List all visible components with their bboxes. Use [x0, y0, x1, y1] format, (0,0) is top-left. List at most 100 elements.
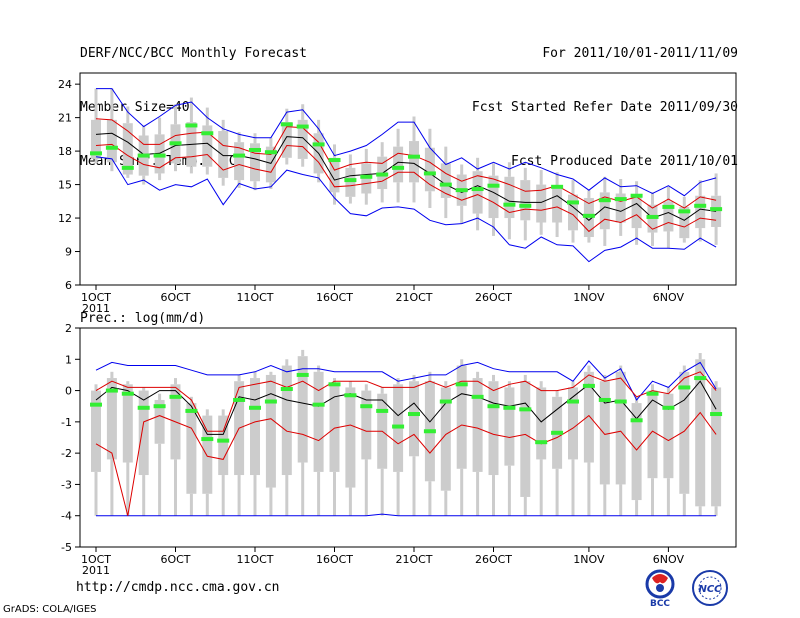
precip-axis-label: Prec.: log(mm/d)	[80, 311, 205, 326]
observed-marker	[153, 404, 166, 409]
observed-marker	[360, 174, 373, 179]
box-iqr	[202, 415, 213, 494]
box-iqr	[122, 123, 133, 175]
x-tick-label: 1NOV	[573, 291, 605, 304]
observed-marker	[630, 418, 643, 423]
observed-marker	[344, 178, 357, 183]
upper-spread-line	[95, 371, 717, 432]
ncc-logo: NCC	[692, 570, 728, 606]
observed-marker	[582, 213, 595, 218]
observed-marker	[328, 382, 341, 387]
x-tick-label: 21OCT	[395, 291, 432, 304]
observed-marker	[376, 408, 389, 413]
box-iqr	[488, 381, 499, 476]
observed-marker	[90, 151, 102, 156]
box-iqr	[504, 387, 515, 466]
box-iqr	[122, 384, 133, 463]
box-iqr	[154, 399, 165, 444]
box-iqr	[265, 146, 276, 183]
x-tick-label: 1OCT	[81, 291, 111, 304]
grads-credit: GrADS: COLA/IGES	[3, 604, 97, 615]
observed-marker	[264, 399, 277, 404]
observed-marker	[710, 207, 723, 212]
observed-marker	[551, 430, 564, 435]
observed-marker	[519, 407, 532, 412]
observed-marker	[249, 405, 261, 410]
observed-marker	[598, 397, 611, 402]
x-tick-label: 16OCT	[316, 553, 353, 566]
box-iqr	[250, 143, 260, 182]
y-tick-label: 1	[65, 353, 72, 366]
observed-marker	[280, 122, 293, 127]
observed-marker	[439, 399, 452, 404]
y-tick-label: -4	[61, 510, 72, 523]
observed-marker	[153, 153, 166, 158]
box-iqr	[297, 119, 308, 159]
box-iqr	[615, 371, 626, 485]
y-tick-label: 15	[58, 179, 72, 192]
box-iqr	[409, 381, 419, 457]
box-iqr	[456, 365, 467, 469]
observed-marker	[312, 142, 325, 147]
box-iqr	[106, 378, 117, 460]
box-iqr	[663, 393, 674, 479]
footer-url: http://cmdp.ncc.cma.gov.cn	[76, 580, 280, 595]
ncc-logo-text: NCC	[698, 584, 722, 595]
x-tick-label: 6NOV	[653, 553, 685, 566]
box-iqr	[361, 390, 372, 460]
observed-marker	[233, 153, 246, 158]
observed-marker	[137, 153, 150, 158]
ensemble-mean-line	[95, 380, 717, 435]
y-tick-label: 6	[65, 279, 72, 292]
box-iqr	[663, 201, 674, 232]
bcc-logo: BCC	[645, 569, 675, 608]
observed-marker	[678, 209, 691, 214]
observed-marker	[646, 214, 659, 219]
observed-marker	[408, 154, 420, 159]
observed-marker	[694, 376, 707, 381]
observed-marker	[471, 394, 484, 399]
y-tick-label: 9	[65, 246, 72, 259]
observed-marker	[662, 204, 675, 209]
x-tick-label: 1OCT	[81, 553, 111, 566]
observed-marker	[535, 440, 548, 445]
box-iqr	[218, 131, 229, 178]
observed-marker	[567, 399, 579, 404]
observed-marker	[201, 131, 214, 136]
y-tick-label: -2	[61, 447, 72, 460]
y-tick-label: 0	[65, 385, 72, 398]
y-tick-label: 18	[58, 145, 72, 158]
box-iqr	[615, 193, 626, 223]
box-iqr	[695, 195, 706, 229]
observed-marker	[694, 203, 707, 208]
box-iqr	[631, 403, 642, 501]
header-right: For 2011/10/01-2011/11/09 Fcst Started R…	[472, 9, 738, 189]
observed-marker	[598, 198, 611, 203]
box-iqr	[520, 180, 531, 221]
box-iqr	[631, 195, 642, 229]
upper-spread-line	[95, 118, 717, 209]
box-iqr	[297, 356, 308, 463]
box-iqr	[329, 157, 340, 193]
observed-marker	[233, 397, 246, 402]
box-iqr	[281, 365, 292, 476]
observed-marker	[280, 387, 293, 392]
observed-marker	[105, 145, 118, 150]
box-iqr	[234, 142, 245, 181]
box-iqr	[393, 146, 404, 183]
x-tick-label: 26OCT	[475, 291, 512, 304]
box-iqr	[536, 184, 547, 223]
observed-marker	[169, 141, 182, 146]
observed-marker	[217, 438, 230, 443]
observed-marker	[264, 150, 277, 155]
x-tick-year: 2011	[82, 564, 110, 577]
box-iqr	[424, 147, 435, 192]
box-iqr	[345, 387, 356, 488]
box-iqr	[345, 167, 356, 197]
y-tick-label: 12	[58, 212, 72, 225]
observed-marker	[121, 391, 134, 396]
observed-marker	[551, 184, 564, 189]
observed-marker	[423, 429, 436, 434]
box-iqr	[599, 381, 610, 485]
